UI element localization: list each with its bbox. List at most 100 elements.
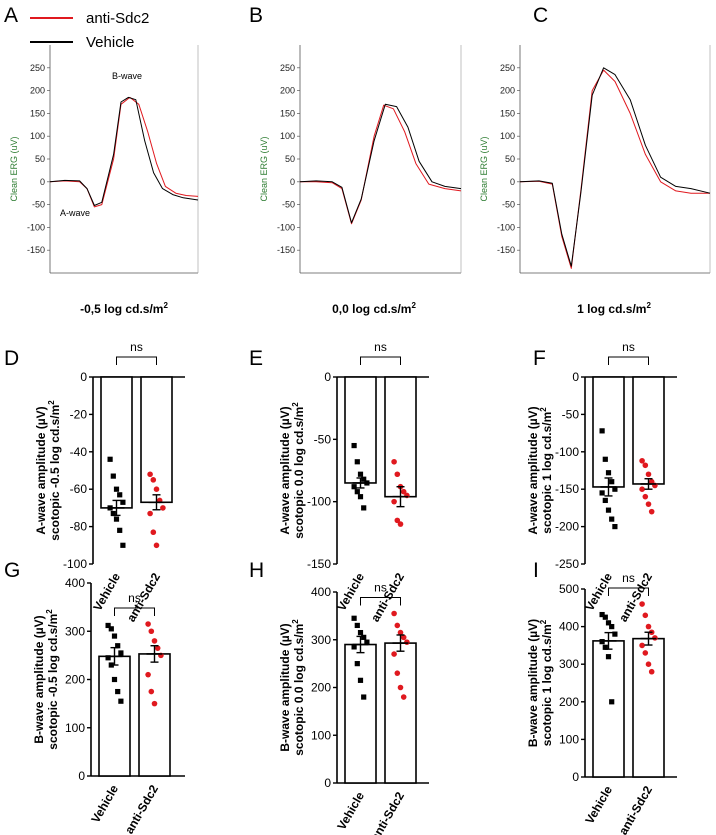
bar-anti-sdc2 bbox=[138, 653, 171, 777]
data-point-anti-sdc2 bbox=[394, 517, 401, 524]
erg-ytick-label: 150 bbox=[30, 108, 45, 118]
data-point-vehicle bbox=[609, 516, 615, 522]
data-point-anti-sdc2 bbox=[639, 642, 645, 649]
y-axis-label: B-wave amplitude (µV)scotopic 1 log cd.s… bbox=[526, 619, 554, 747]
erg-panel-b: -150 -100 -50 0 50 100 150 200 250 Clean ERG (uV)… bbox=[259, 45, 462, 316]
significance-bracket bbox=[360, 596, 401, 606]
data-point-anti-sdc2 bbox=[145, 621, 151, 627]
data-point-vehicle bbox=[357, 677, 364, 683]
erg-ytick-label: -50 bbox=[282, 200, 295, 210]
data-point-vehicle bbox=[609, 624, 615, 630]
erg-condition-label: 1 log cd.s/m2 bbox=[577, 301, 651, 316]
y-tick-label: 200 bbox=[559, 695, 579, 709]
erg-ytick-label: 50 bbox=[35, 154, 45, 164]
y-axis-label: A-wave amplitude (µV)scotopic 1 log cd.s… bbox=[526, 406, 554, 534]
x-category-label: Vehicle bbox=[90, 570, 123, 613]
data-point-anti-sdc2 bbox=[645, 623, 652, 630]
bar-vehicle bbox=[592, 376, 625, 488]
data-point-vehicle bbox=[115, 688, 121, 695]
panel-letter-h: H bbox=[249, 559, 264, 582]
y-tick-label: 0 bbox=[572, 770, 579, 784]
data-point-vehicle bbox=[105, 622, 111, 629]
x-category-label: anti-Sdc2 bbox=[122, 782, 161, 835]
significance-label: ns bbox=[622, 571, 635, 585]
data-point-anti-sdc2 bbox=[391, 651, 397, 657]
erg-ytick-label: 0 bbox=[510, 177, 515, 187]
significance-label: ns bbox=[130, 340, 143, 354]
data-point-anti-sdc2 bbox=[394, 622, 401, 629]
significance-label: ns bbox=[128, 591, 141, 605]
y-tick-label: 100 bbox=[65, 721, 85, 735]
y-tick-label: 300 bbox=[311, 633, 331, 647]
data-point-vehicle bbox=[110, 473, 116, 479]
erg-ytick-label: -100 bbox=[277, 222, 295, 232]
y-tick-label: -150 bbox=[555, 482, 579, 496]
data-point-vehicle bbox=[605, 654, 612, 660]
erg-panel-a: -150 -100 -50 0 50 100 150 200 250 Clean ERG (uV)… bbox=[9, 45, 199, 316]
data-point-anti-sdc2 bbox=[642, 612, 649, 619]
erg-trace-anti-sdc2 bbox=[49, 96, 199, 208]
data-point-anti-sdc2 bbox=[645, 471, 652, 478]
data-point-vehicle bbox=[357, 471, 364, 477]
data-point-anti-sdc2 bbox=[153, 486, 160, 493]
significance-bracket bbox=[116, 356, 157, 365]
data-point-vehicle bbox=[364, 639, 370, 645]
data-point-vehicle bbox=[357, 629, 364, 636]
y-tick-label: 0 bbox=[78, 769, 85, 783]
y-tick-label: -60 bbox=[70, 482, 88, 496]
data-point-vehicle bbox=[117, 527, 123, 533]
data-point-vehicle bbox=[117, 492, 123, 498]
data-point-vehicle bbox=[599, 428, 605, 434]
erg-ytick-label: 50 bbox=[505, 154, 515, 164]
data-point-anti-sdc2 bbox=[394, 471, 401, 478]
erg-ylabel: Clean ERG (uV) bbox=[9, 136, 19, 201]
panel-letter-i: I bbox=[533, 559, 539, 582]
data-point-anti-sdc2 bbox=[145, 671, 151, 678]
erg-ytick-label: 200 bbox=[500, 86, 515, 96]
bar-anti-sdc2 bbox=[632, 637, 665, 778]
erg-ytick-label: -50 bbox=[32, 200, 45, 210]
panel-letter-b: B bbox=[249, 4, 263, 27]
significance-bracket bbox=[360, 356, 401, 365]
data-point-anti-sdc2 bbox=[639, 486, 645, 493]
y-axis-label: B-wave amplitude (µV)scotopic -0.5 log c… bbox=[32, 609, 60, 750]
significance-label: ns bbox=[374, 340, 387, 354]
data-point-anti-sdc2 bbox=[404, 639, 410, 645]
x-category-label: anti-Sdc2 bbox=[368, 789, 407, 835]
y-tick-label: -40 bbox=[70, 445, 88, 459]
data-point-vehicle bbox=[612, 631, 618, 637]
bar-vehicle bbox=[344, 643, 377, 784]
y-tick-label: -100 bbox=[63, 557, 87, 571]
y-tick-label: -150 bbox=[307, 557, 331, 571]
y-tick-label: -80 bbox=[70, 520, 88, 534]
data-point-anti-sdc2 bbox=[642, 493, 649, 500]
y-tick-label: 200 bbox=[65, 673, 85, 687]
y-tick-label: 400 bbox=[559, 620, 579, 634]
significance-bracket bbox=[608, 587, 649, 597]
y-axis-label: A-wave amplitude (µV)scotopic 0.0 log cd… bbox=[278, 402, 306, 539]
y-tick-label: 0 bbox=[572, 370, 579, 384]
y-axis-label: A-wave amplitude (µV)scotopic -0.5 log c… bbox=[34, 400, 62, 541]
legend-label: Vehicle bbox=[86, 34, 134, 51]
y-tick-label: -250 bbox=[555, 557, 579, 571]
panel-letter-e: E bbox=[249, 347, 263, 370]
data-point-vehicle bbox=[354, 661, 360, 667]
data-point-vehicle bbox=[609, 479, 615, 485]
data-point-anti-sdc2 bbox=[397, 629, 404, 636]
erg-panel-c: -150 -100 -50 0 50 100 150 200 250 Clean ERG (uV)… bbox=[479, 45, 711, 316]
data-point-anti-sdc2 bbox=[648, 478, 655, 485]
x-category-label: anti-Sdc2 bbox=[616, 783, 655, 835]
data-point-anti-sdc2 bbox=[639, 601, 645, 607]
x-category-label: Vehicle bbox=[582, 783, 615, 826]
data-point-vehicle bbox=[599, 611, 605, 618]
data-point-vehicle bbox=[115, 643, 121, 649]
erg-ytick-label: 250 bbox=[500, 63, 515, 73]
data-point-vehicle bbox=[602, 497, 608, 504]
y-axis-label: B-wave amplitude (µV)scotopic 0.0 log cd… bbox=[278, 619, 306, 756]
data-point-anti-sdc2 bbox=[391, 498, 397, 505]
significance-label: ns bbox=[622, 340, 635, 354]
data-point-vehicle bbox=[602, 644, 608, 650]
data-point-vehicle bbox=[110, 510, 116, 517]
